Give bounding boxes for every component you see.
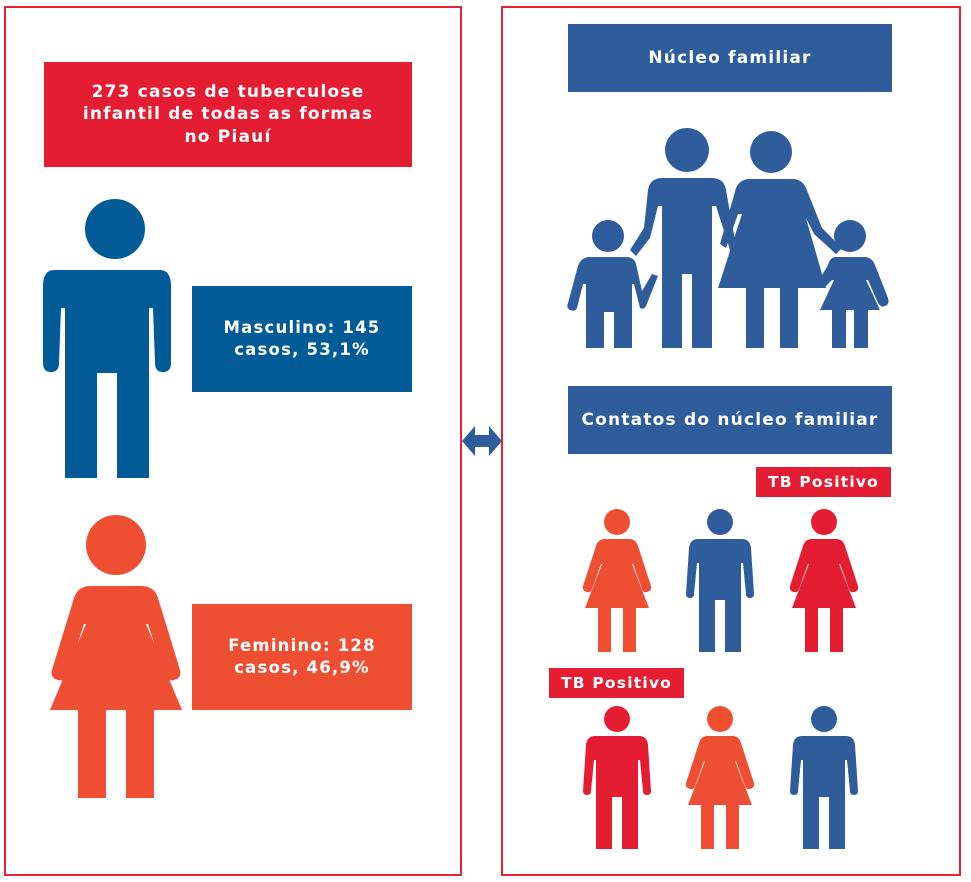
- male-cases-text: Masculino: 145 casos, 53,1%: [223, 318, 381, 359]
- tb-positive-text-2: TB Positivo: [560, 673, 672, 692]
- contacts-title-text: Contatos do núcleo familiar: [581, 409, 879, 430]
- contact-male-blue-icon: [686, 509, 754, 652]
- family-title-box: Núcleo familiar: [568, 24, 892, 92]
- total-cases-title: 273 casos de tuberculose infantil de tod…: [44, 62, 412, 167]
- double-arrow-icon: [462, 426, 502, 456]
- female-cases-text: Feminino: 128 casos, 46,9%: [228, 636, 376, 677]
- family-title-text: Núcleo familiar: [648, 47, 812, 68]
- male-cases-box: Masculino: 145 casos, 53,1%: [192, 286, 412, 392]
- tb-positive-text-1: TB Positivo: [767, 472, 879, 491]
- female-figure-icon: [50, 515, 182, 798]
- contact-male-red-icon: [583, 706, 651, 849]
- contact-female-orange-icon: [582, 509, 652, 652]
- contacts-title-box: Contatos do núcleo familiar: [568, 386, 892, 454]
- total-cases-text: 273 casos de tuberculose infantil de tod…: [82, 81, 374, 147]
- tb-positive-badge-2: TB Positivo: [549, 668, 684, 698]
- male-figure-icon: [43, 199, 171, 478]
- contact-male-blue-icon-2: [790, 706, 858, 849]
- contact-female-red-icon: [789, 509, 859, 652]
- tb-positive-badge-1: TB Positivo: [756, 467, 891, 497]
- contact-female-orange-icon-2: [685, 706, 755, 849]
- family-group-icon: [567, 128, 889, 348]
- female-cases-box: Feminino: 128 casos, 46,9%: [192, 604, 412, 710]
